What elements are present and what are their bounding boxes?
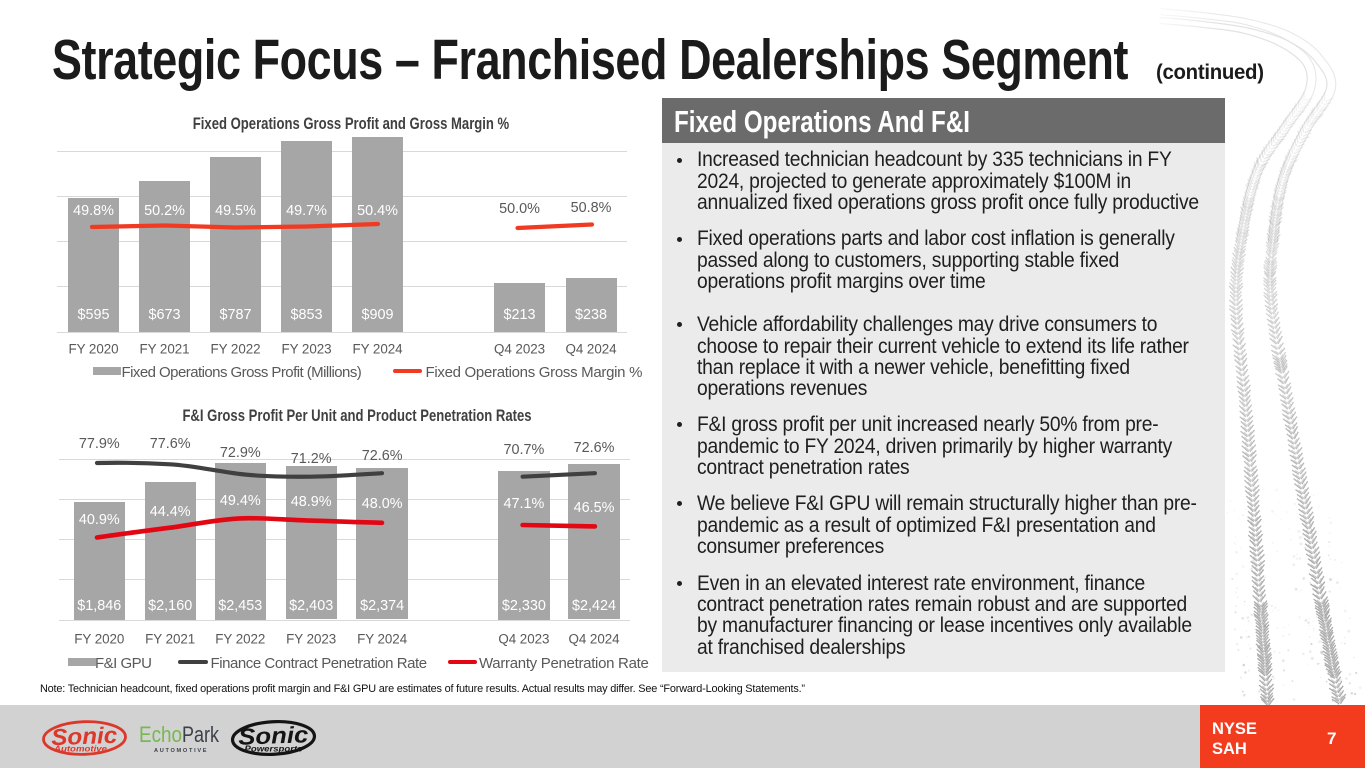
svg-text:Sonic: Sonic — [238, 721, 309, 749]
svg-text:Powersports: Powersports — [245, 744, 303, 754]
svg-text:Echo: Echo — [139, 722, 182, 747]
svg-text:AUTOMOTIVE: AUTOMOTIVE — [154, 748, 208, 754]
svg-text:Park: Park — [182, 722, 220, 747]
svg-text:Automotive: Automotive — [53, 745, 108, 754]
svg-text:Sonic: Sonic — [51, 722, 118, 750]
